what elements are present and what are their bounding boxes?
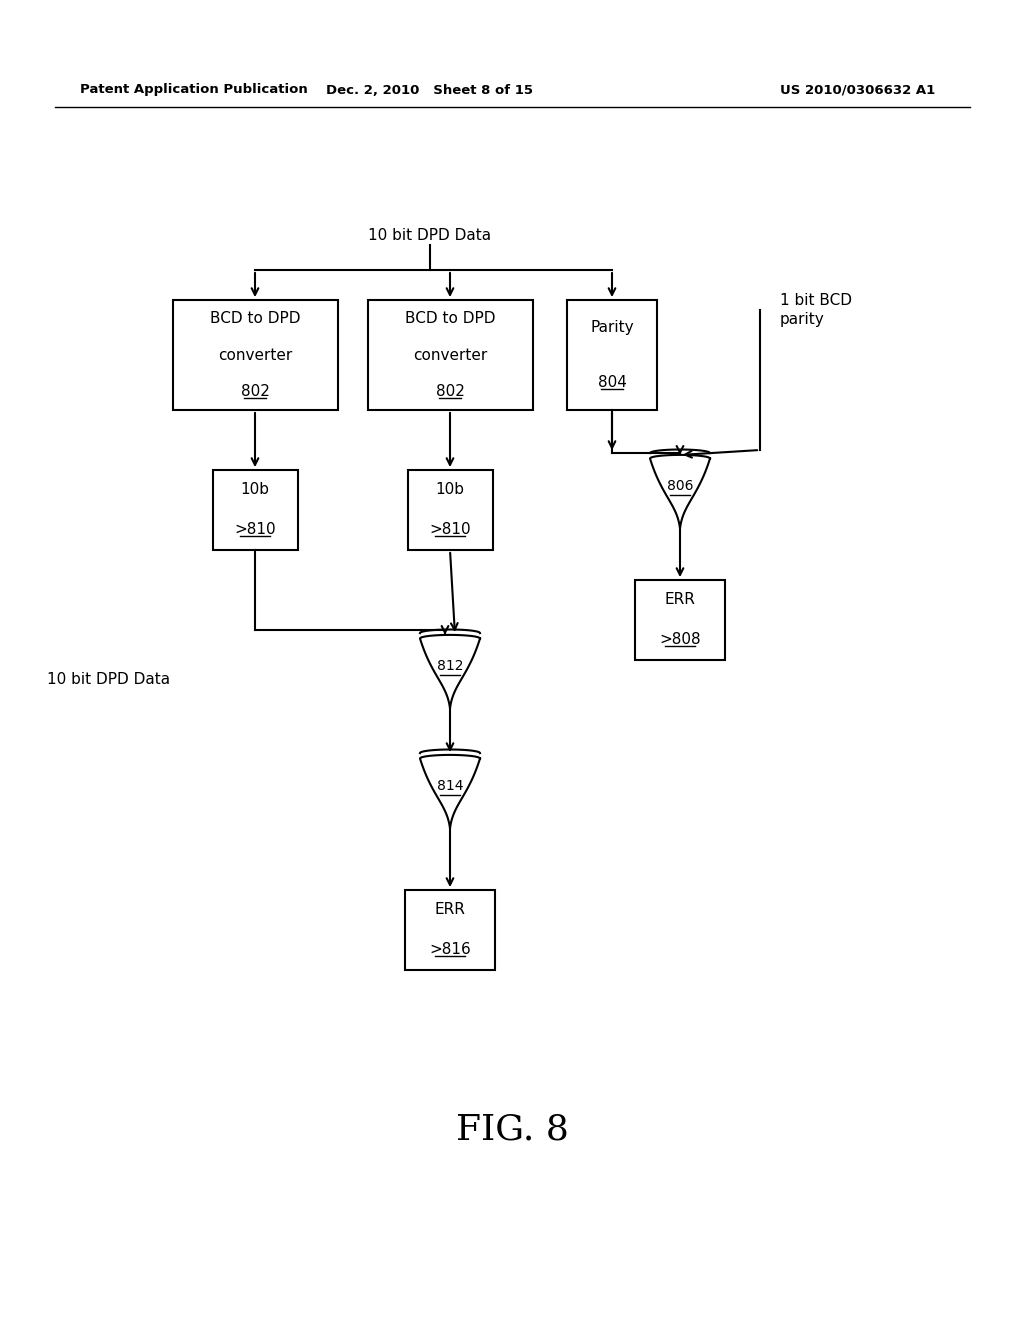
Bar xyxy=(635,579,725,660)
Polygon shape xyxy=(420,755,480,829)
Bar xyxy=(213,470,298,550)
Text: 812: 812 xyxy=(437,660,463,673)
Text: 806: 806 xyxy=(667,479,693,494)
Text: BCD to DPD: BCD to DPD xyxy=(404,310,496,326)
Text: 804: 804 xyxy=(598,375,627,389)
Text: US 2010/0306632 A1: US 2010/0306632 A1 xyxy=(780,83,935,96)
Bar xyxy=(406,890,495,970)
Text: >808: >808 xyxy=(659,632,700,648)
Text: converter: converter xyxy=(218,347,292,363)
Text: FIG. 8: FIG. 8 xyxy=(456,1113,568,1147)
Text: 802: 802 xyxy=(435,384,465,399)
Text: 1 bit BCD
parity: 1 bit BCD parity xyxy=(780,293,852,327)
Text: 814: 814 xyxy=(437,780,463,793)
Text: 10 bit DPD Data: 10 bit DPD Data xyxy=(47,672,170,688)
Text: Parity: Parity xyxy=(590,319,634,335)
Polygon shape xyxy=(650,455,710,528)
Text: BCD to DPD: BCD to DPD xyxy=(210,310,300,326)
Text: >810: >810 xyxy=(429,523,471,537)
Bar xyxy=(172,300,338,411)
Text: 10 bit DPD Data: 10 bit DPD Data xyxy=(369,227,492,243)
Text: ERR: ERR xyxy=(434,903,466,917)
Bar xyxy=(368,300,532,411)
Bar xyxy=(567,300,657,411)
Text: 802: 802 xyxy=(241,384,269,399)
Polygon shape xyxy=(420,635,480,709)
Bar xyxy=(408,470,493,550)
Text: 10b: 10b xyxy=(435,483,465,498)
Text: ERR: ERR xyxy=(665,593,695,607)
Text: Dec. 2, 2010   Sheet 8 of 15: Dec. 2, 2010 Sheet 8 of 15 xyxy=(327,83,534,96)
Text: Patent Application Publication: Patent Application Publication xyxy=(80,83,308,96)
Text: 10b: 10b xyxy=(241,483,269,498)
Text: >810: >810 xyxy=(234,523,275,537)
Text: >816: >816 xyxy=(429,942,471,957)
Text: converter: converter xyxy=(413,347,487,363)
